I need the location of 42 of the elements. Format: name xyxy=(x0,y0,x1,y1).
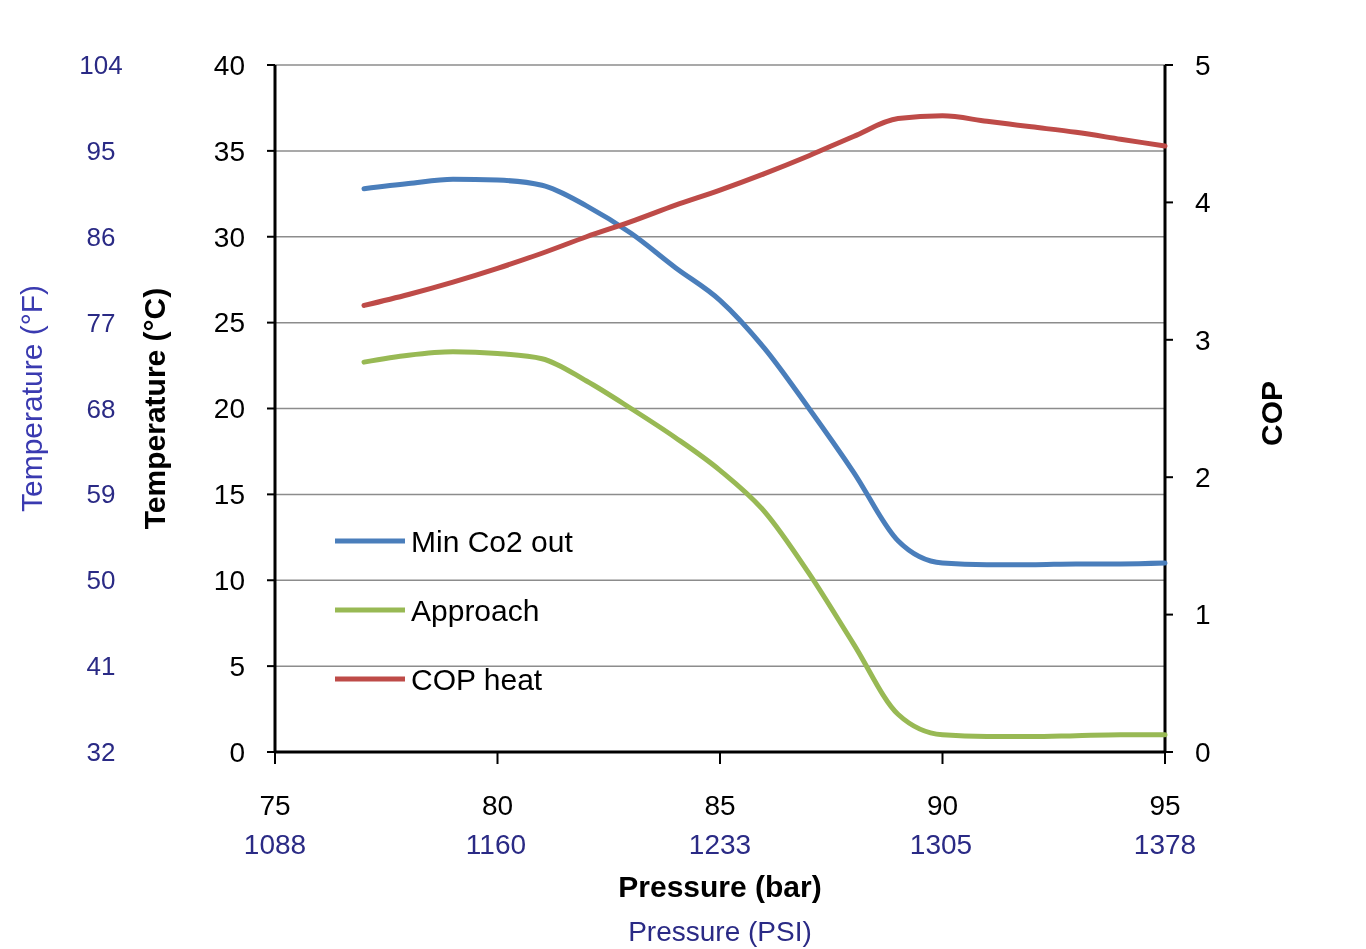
y-tick-label: 5 xyxy=(229,650,245,682)
y-tick-label: 30 xyxy=(213,221,245,253)
y-tick-label: 40 xyxy=(213,49,245,81)
x-tick-label: 95 xyxy=(1149,790,1181,821)
x-tick-label: 75 xyxy=(259,790,291,821)
y-tick-label: 20 xyxy=(213,393,245,425)
y2-tick-label: 2 xyxy=(1195,462,1211,493)
x2-tick-label: 1160 xyxy=(465,829,527,860)
y2-tick-label: 0 xyxy=(1195,736,1211,768)
y-axis-title: Temperature (°C) xyxy=(138,287,171,530)
legend-label: COP heat xyxy=(411,662,543,696)
y3-tick-label: 50 xyxy=(86,565,116,596)
y3-tick-label: 32 xyxy=(86,737,116,768)
y-tick-label: 25 xyxy=(213,307,245,339)
x-tick-label: 90 xyxy=(926,790,959,821)
y2-tick-label: 3 xyxy=(1195,324,1211,356)
legend-label: Approach xyxy=(411,593,540,627)
legend-label: Min Co2 out xyxy=(411,524,574,558)
x-tick-label: 85 xyxy=(704,790,736,821)
x2-tick-label: 1305 xyxy=(909,829,973,860)
y2-axis-title: COP xyxy=(1255,380,1288,447)
y-tick-label: 10 xyxy=(213,565,245,597)
x2-axis-title: Pressure (PSI) xyxy=(628,916,812,947)
x2-tick-label: 1378 xyxy=(1133,829,1197,860)
y-tick-label: 15 xyxy=(213,479,245,511)
x2-tick-label: 1233 xyxy=(688,829,752,860)
y3-tick-label: 86 xyxy=(86,221,116,252)
y3-tick-label: 68 xyxy=(86,393,116,424)
y3-tick-label: 59 xyxy=(86,479,116,510)
y-tick-label: 0 xyxy=(229,736,245,768)
y3-tick-label: 41 xyxy=(86,651,116,682)
x-tick-label: 80 xyxy=(481,790,514,821)
y3-tick-label: 104 xyxy=(79,50,123,81)
y2-tick-label: 5 xyxy=(1195,49,1211,81)
y2-tick-label: 4 xyxy=(1195,187,1211,219)
y2-tick-label: 1 xyxy=(1195,599,1211,631)
y3-tick-label: 77 xyxy=(86,307,116,338)
y3-tick-label: 95 xyxy=(86,135,116,166)
x-axis-title: Pressure (bar) xyxy=(618,870,822,903)
y3-axis-title: Temperature (°F) xyxy=(15,284,48,513)
y-tick-label: 35 xyxy=(213,135,245,167)
x2-tick-label: 1088 xyxy=(243,829,307,860)
